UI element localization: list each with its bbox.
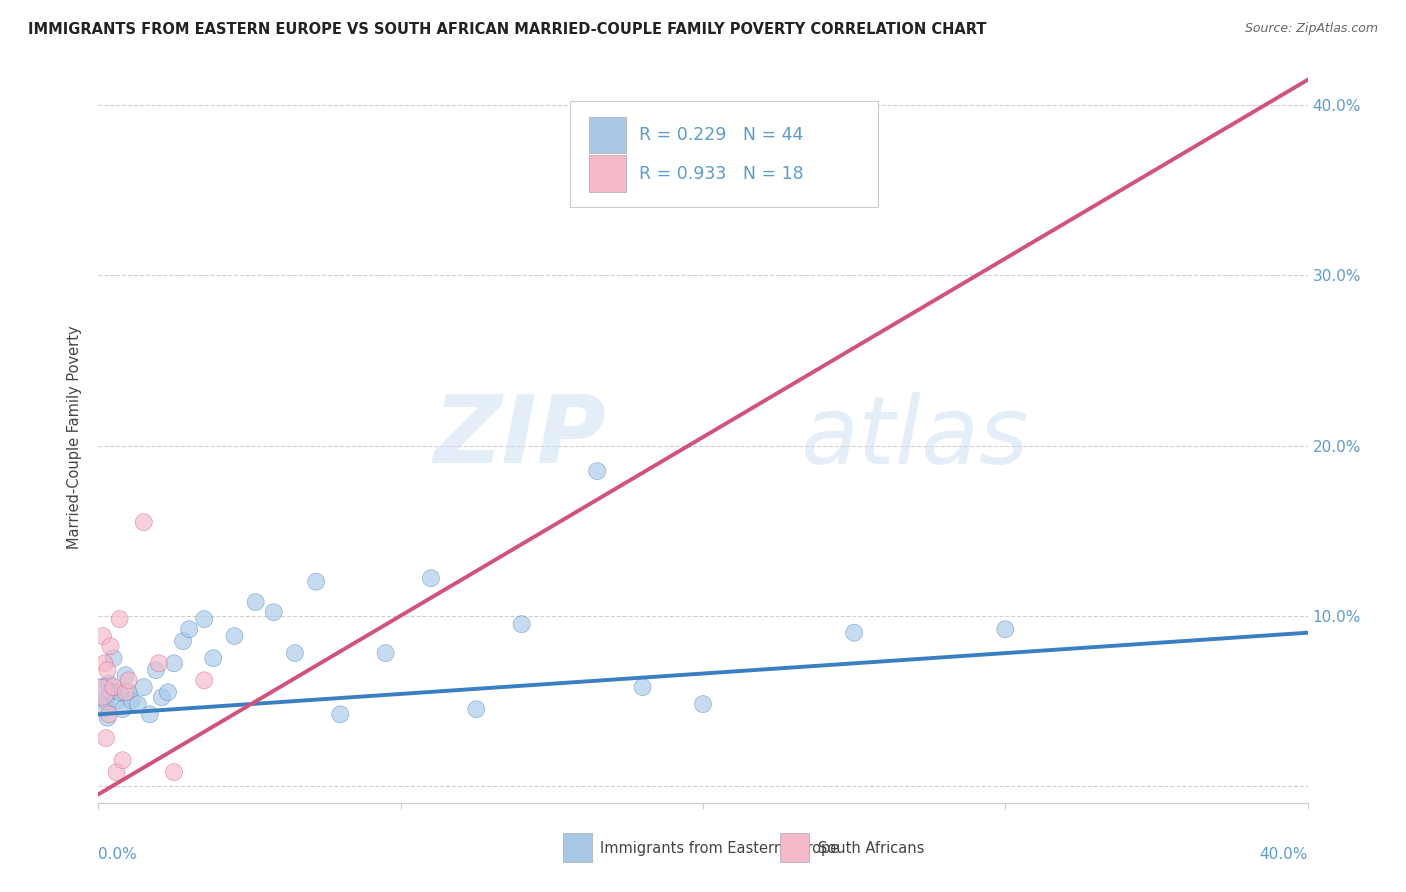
Point [105,694,128,708]
Point [91,685,114,699]
Point [202,651,225,665]
Point [631,680,654,694]
Point [132,680,155,694]
Point [692,697,714,711]
Point [844,625,866,640]
Text: South Africans: South Africans [818,840,924,855]
FancyBboxPatch shape [562,833,592,862]
Point [193,612,215,626]
Point [163,765,186,780]
Point [510,617,533,632]
Point [98,707,121,722]
Text: atlas: atlas [800,392,1028,483]
Text: ZIP: ZIP [433,391,606,483]
Point [103,680,125,694]
Point [108,685,131,699]
Point [127,697,149,711]
Point [94,694,117,708]
FancyBboxPatch shape [589,155,626,192]
Point [114,668,136,682]
Point [156,685,179,699]
Point [224,629,246,643]
Point [118,673,141,688]
Point [145,663,167,677]
Point [179,622,201,636]
Point [132,515,155,529]
Point [105,765,128,780]
Point [139,707,162,722]
Point [90,685,112,699]
Point [163,657,186,671]
Text: 0.0%: 0.0% [98,847,138,862]
Point [586,464,609,478]
Point [420,571,443,585]
Text: IMMIGRANTS FROM EASTERN EUROPE VS SOUTH AFRICAN MARRIED-COUPLE FAMILY POVERTY CO: IMMIGRANTS FROM EASTERN EUROPE VS SOUTH … [28,22,987,37]
Point [193,673,215,688]
Point [91,629,114,643]
Text: 40.0%: 40.0% [1260,847,1308,862]
Point [329,707,352,722]
Point [98,677,121,691]
Point [121,694,143,708]
Point [284,646,307,660]
Point [111,753,134,767]
Point [374,646,396,660]
Point [94,731,117,746]
Point [994,622,1017,636]
Point [93,657,115,671]
Point [245,595,267,609]
Point [108,612,131,626]
Text: R = 0.933   N = 18: R = 0.933 N = 18 [638,165,804,183]
Y-axis label: Married-Couple Family Poverty: Married-Couple Family Poverty [67,326,83,549]
Text: R = 0.229   N = 44: R = 0.229 N = 44 [638,126,803,144]
Point [118,685,141,699]
Point [148,657,170,671]
Point [465,702,488,716]
Point [150,690,173,705]
Point [111,702,134,716]
FancyBboxPatch shape [569,101,879,207]
Point [172,634,194,648]
Point [93,702,115,716]
Point [114,685,136,699]
Point [103,651,125,665]
Text: Source: ZipAtlas.com: Source: ZipAtlas.com [1244,22,1378,36]
Text: Immigrants from Eastern Europe: Immigrants from Eastern Europe [600,840,839,855]
FancyBboxPatch shape [589,117,626,153]
Point [96,711,118,725]
Point [305,574,328,589]
FancyBboxPatch shape [780,833,810,862]
Point [100,685,122,699]
Point [647,192,669,206]
Point [100,640,122,654]
Point [96,663,118,677]
Point [263,605,285,619]
